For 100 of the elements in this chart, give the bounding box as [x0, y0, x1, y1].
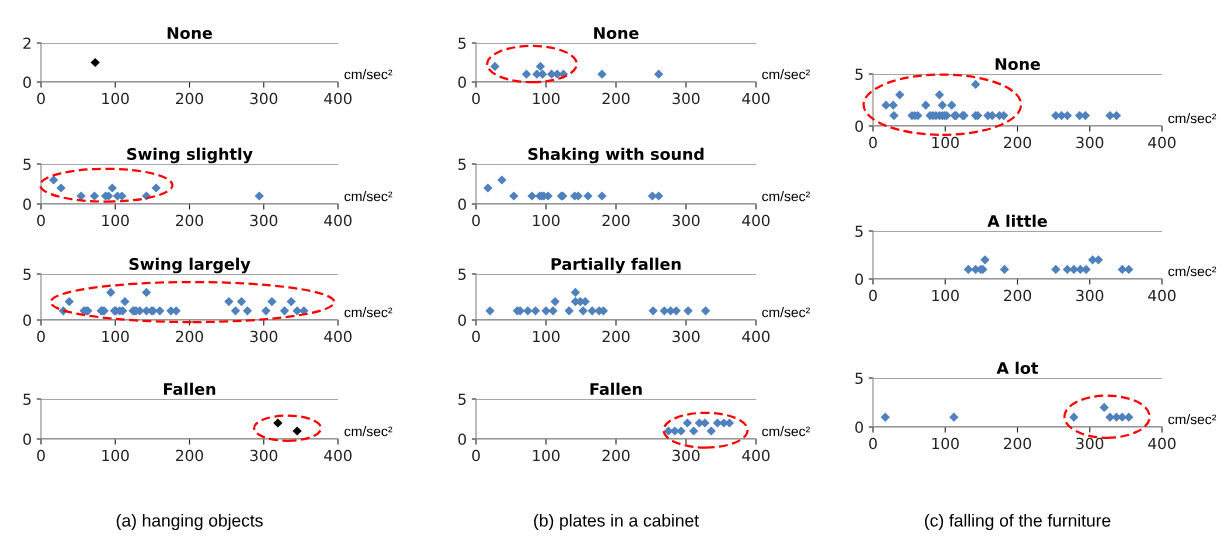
- y-tick-label: 0: [458, 76, 466, 89]
- x-axis-title: cm/sec²: [1168, 266, 1217, 277]
- x-tick-label: 100: [533, 214, 560, 227]
- text: (a) hanging objects: [116, 513, 263, 531]
- x-axis-title: cm/sec²: [344, 426, 393, 437]
- x-tick-label: 0: [869, 437, 877, 450]
- x-axis-title: cm/sec²: [762, 69, 810, 80]
- x-tick-label: 400: [742, 214, 770, 227]
- x-tick-label: 200: [1004, 136, 1032, 149]
- x-tick-label: 400: [1148, 136, 1176, 149]
- x-tick-label: 0: [472, 92, 480, 105]
- x-tick-label: 0: [37, 330, 45, 343]
- x-tick-label: 200: [602, 92, 630, 105]
- x-tick-label: 200: [1004, 289, 1032, 302]
- x-tick-label: 200: [1004, 437, 1032, 450]
- x-tick-label: 300: [1076, 437, 1104, 450]
- y-tick-label: 0: [458, 314, 466, 327]
- x-tick-label: 300: [250, 330, 278, 343]
- y-tick-label: 0: [23, 198, 31, 211]
- x-tick-label: 300: [250, 449, 278, 462]
- y-tick-label: 0: [855, 120, 863, 133]
- x-tick-label: 400: [742, 449, 770, 462]
- x-tick-label: 300: [672, 214, 700, 227]
- x-tick-label: 100: [533, 92, 560, 105]
- x-tick-label: 300: [672, 92, 700, 105]
- x-tick-label: 0: [472, 330, 480, 343]
- x-axis-title: cm/sec²: [344, 307, 393, 318]
- chart-title: None: [594, 27, 639, 40]
- y-tick-label: 2: [23, 37, 31, 49]
- y-tick-label: 5: [855, 372, 863, 385]
- x-tick-label: 100: [533, 449, 560, 462]
- x-tick-label: 200: [602, 214, 630, 227]
- x-tick-label: 200: [176, 330, 204, 343]
- x-axis-title: cm/sec²: [1168, 113, 1217, 124]
- x-axis-title: cm/sec²: [762, 191, 810, 202]
- x-tick-label: 300: [672, 330, 700, 343]
- x-axis-title: cm/sec²: [762, 307, 810, 318]
- chart-title: Fallen: [164, 382, 216, 396]
- text: (c) falling of the furniture: [924, 513, 1111, 531]
- chart-title: A lot: [996, 361, 1039, 375]
- x-tick-label: 300: [250, 92, 278, 105]
- x-tick-label: 200: [602, 449, 630, 462]
- chart-title: Shaking with sound: [528, 147, 704, 164]
- x-tick-label: 100: [102, 214, 129, 227]
- chart-title: Swing largely: [129, 257, 251, 274]
- y-tick-label: 0: [23, 76, 31, 89]
- x-tick-label: 100: [533, 330, 560, 343]
- chart-title: None: [995, 58, 1040, 71]
- x-tick-label: 0: [869, 136, 877, 149]
- chart-title: Fallen: [590, 382, 642, 396]
- x-axis-title: cm/sec²: [762, 426, 810, 437]
- x-tick-label: 200: [176, 92, 204, 105]
- x-axis-title: cm/sec²: [1168, 414, 1217, 425]
- y-tick-label: 5: [23, 393, 31, 406]
- x-tick-label: 300: [1076, 136, 1104, 149]
- x-tick-label: 400: [324, 330, 352, 343]
- text: (b) plates in a cabinet: [534, 513, 699, 531]
- y-tick-label: 0: [23, 314, 31, 327]
- x-tick-label: 100: [932, 136, 959, 149]
- y-tick-label: 5: [855, 68, 863, 81]
- x-tick-label: 0: [869, 289, 877, 302]
- x-tick-label: 300: [250, 214, 278, 227]
- y-tick-label: 0: [855, 273, 863, 286]
- x-tick-label: 0: [37, 92, 45, 105]
- y-tick-label: 5: [458, 158, 466, 171]
- chart-title: Partially fallen: [551, 257, 681, 274]
- y-tick-label: 0: [855, 421, 863, 434]
- x-tick-label: 400: [1148, 289, 1176, 302]
- x-tick-label: 0: [472, 214, 480, 227]
- x-tick-label: 100: [102, 330, 129, 343]
- x-tick-label: 400: [742, 92, 770, 105]
- chart-title: A little: [987, 214, 1047, 228]
- y-tick-label: 5: [458, 268, 466, 281]
- chart-title: None: [167, 27, 212, 40]
- y-tick-label: 5: [855, 225, 863, 238]
- x-tick-label: 100: [932, 437, 959, 450]
- y-tick-label: 5: [23, 158, 31, 171]
- x-tick-label: 200: [176, 449, 204, 462]
- x-tick-label: 300: [672, 449, 700, 462]
- x-tick-label: 400: [1148, 437, 1176, 450]
- x-tick-label: 300: [1076, 289, 1104, 302]
- x-tick-label: 400: [324, 92, 352, 105]
- x-tick-label: 0: [37, 214, 45, 227]
- x-axis-title: cm/sec²: [344, 69, 393, 80]
- x-axis-title: cm/sec²: [344, 191, 393, 202]
- x-tick-label: 100: [932, 289, 959, 302]
- y-tick-label: 5: [458, 393, 466, 406]
- x-tick-label: 400: [324, 449, 352, 462]
- y-tick-label: 5: [458, 37, 466, 50]
- x-tick-label: 100: [102, 449, 129, 462]
- x-tick-label: 0: [472, 449, 480, 462]
- chart-title: Swing slightly: [127, 147, 253, 164]
- x-tick-label: 0: [37, 449, 45, 462]
- y-tick-label: 5: [23, 268, 31, 281]
- x-tick-label: 400: [742, 330, 770, 343]
- x-tick-label: 200: [602, 330, 630, 343]
- x-tick-label: 400: [324, 214, 352, 227]
- x-tick-label: 200: [176, 214, 204, 227]
- y-tick-label: 0: [458, 198, 466, 211]
- x-tick-label: 100: [102, 92, 129, 105]
